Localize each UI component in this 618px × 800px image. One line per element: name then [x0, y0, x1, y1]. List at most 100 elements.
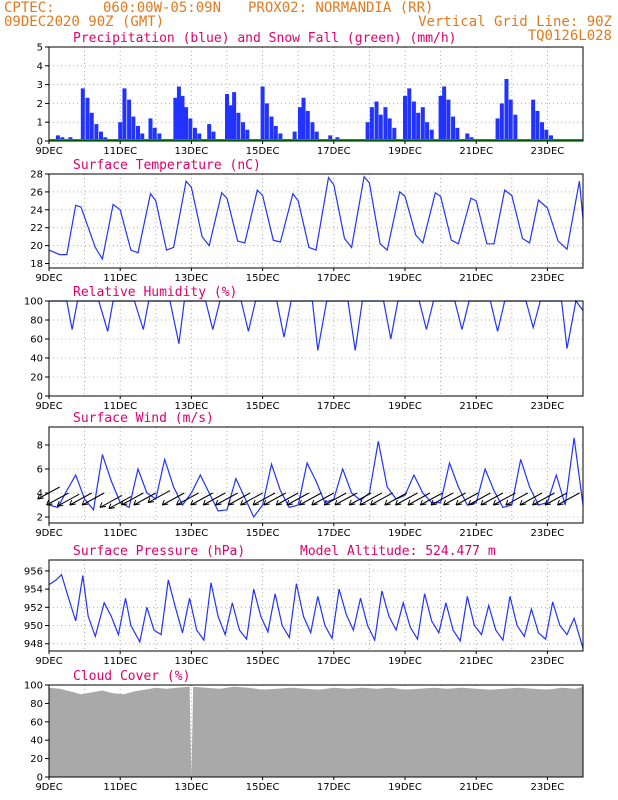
precip-bar: [98, 131, 103, 141]
wind-arrow: [455, 492, 479, 506]
y-tick-label: 0: [37, 137, 43, 148]
wind-arrow-shaft: [252, 492, 276, 506]
wind-arrow-shaft: [505, 492, 529, 506]
wind-arrow-shaft: [359, 492, 383, 506]
precip-bar: [173, 97, 178, 141]
wind-arrow: [384, 492, 408, 506]
precip-bar: [451, 116, 456, 141]
wind-arrow-shaft: [299, 492, 322, 506]
header-model: TQ0126L028: [528, 28, 612, 44]
panel-wind: Surface Wind (m/s) 2 4 6 8 9DEC 11DEC 13DEC 15DE…: [35, 411, 584, 539]
precip-bar: [310, 122, 315, 141]
cloud-cover-area: [49, 686, 583, 777]
precip-bar: [292, 131, 297, 141]
x-tick-label: 23DEC: [531, 401, 565, 412]
precip-bar: [184, 107, 189, 141]
wind-arrow-head: [99, 502, 107, 508]
wind-arrow-shaft: [133, 492, 157, 506]
y-tick-label: 80: [30, 316, 43, 327]
precip-bar: [314, 131, 319, 141]
wind-arrow-shaft: [99, 494, 123, 508]
wind-arrow-shaft: [430, 492, 454, 506]
wind-arrow: [263, 492, 286, 506]
wind-arrow: [334, 492, 358, 506]
wind-arrow: [430, 492, 454, 506]
precip-bar: [94, 124, 99, 141]
wind-arrow: [69, 492, 92, 506]
precip-bar: [135, 125, 141, 141]
wind-arrow-shaft: [121, 492, 144, 506]
x-tick-label: 9DEC: [35, 146, 62, 157]
x-tick-label: 15DEC: [246, 401, 280, 412]
x-tick-label: 11DEC: [103, 782, 137, 793]
x-tick-label: 21DEC: [459, 528, 493, 539]
wind-arrow-shaft: [334, 492, 358, 506]
precip-bar: [387, 118, 392, 141]
wind-arrow-shaft: [384, 492, 408, 506]
wind-arrow-head: [430, 499, 438, 506]
wind-arrow-shaft: [240, 492, 263, 506]
precip-bar: [157, 133, 162, 141]
precip-bar: [264, 103, 269, 141]
precip-bar: [429, 129, 434, 141]
precip-bar: [328, 135, 333, 141]
y-tick-label: 20: [30, 754, 43, 765]
wind-arrow: [370, 492, 393, 506]
wind-arrow: [298, 492, 322, 506]
wind-arrow-shaft: [176, 492, 199, 506]
wind-arrow-head: [227, 499, 235, 506]
y-tick-label: 2: [37, 513, 43, 524]
wind-arrow-head: [505, 499, 512, 506]
x-tick-label: 15DEC: [246, 782, 280, 793]
x-tick-label: 23DEC: [531, 146, 565, 157]
wind-arrow: [240, 492, 263, 506]
wind-arrow-shaft: [275, 492, 299, 506]
wind-arrow: [56, 493, 80, 507]
precip-bar: [236, 112, 241, 141]
wind-arrow-shaft: [263, 492, 286, 506]
wind-arrow-head: [519, 499, 527, 506]
precip-bar: [278, 133, 283, 141]
precip-bar: [378, 114, 383, 141]
wind-arrow-head: [334, 499, 342, 506]
x-tick-label: 13DEC: [175, 146, 209, 157]
precip-bar: [211, 131, 216, 141]
wind-arrow-shaft: [57, 493, 80, 507]
wind-arrow: [176, 492, 199, 506]
y-tick-label: 26: [30, 187, 43, 198]
y-tick-label: 952: [24, 603, 43, 614]
wind-arrow-head: [252, 499, 260, 506]
precip-bar: [55, 135, 60, 141]
precip-bar: [207, 124, 212, 141]
x-tick-label: 15DEC: [246, 528, 280, 539]
wind-arrow-head: [467, 499, 475, 506]
precip-bar: [192, 127, 197, 141]
precip-bar: [411, 101, 416, 141]
wind-arrow: [147, 490, 171, 504]
panel-title: Surface Wind (m/s): [73, 411, 214, 426]
wind-arrow-head: [190, 499, 197, 506]
y-tick-label: 4: [37, 61, 43, 72]
wind-arrow-shaft: [557, 492, 580, 506]
precip-bar: [455, 127, 460, 141]
x-tick-label: 23DEC: [531, 656, 565, 667]
wind-arrow-head: [323, 499, 331, 506]
wind-arrow-shaft: [468, 492, 491, 506]
wind-arrow-shaft: [480, 492, 504, 506]
precip-bar: [465, 133, 470, 141]
precip-bar: [89, 112, 94, 141]
plot-frame: [48, 46, 584, 142]
precip-bar: [369, 107, 374, 141]
wind-arrow-head: [348, 499, 356, 506]
wind-arrow-shaft: [69, 492, 92, 506]
x-tick-label: 13DEC: [175, 528, 209, 539]
panel-title: Surface Temperature (nC): [73, 158, 261, 173]
wind-arrow: [46, 492, 69, 506]
wind-arrow-shaft: [202, 492, 226, 506]
wind-arrow: [99, 494, 123, 508]
panel-title: Relative Humidity (%): [73, 285, 237, 300]
wind-arrow: [323, 492, 347, 506]
wind-arrow-head: [263, 499, 270, 506]
x-tick-label: 17DEC: [317, 401, 351, 412]
wind-arrow-head: [202, 499, 210, 506]
